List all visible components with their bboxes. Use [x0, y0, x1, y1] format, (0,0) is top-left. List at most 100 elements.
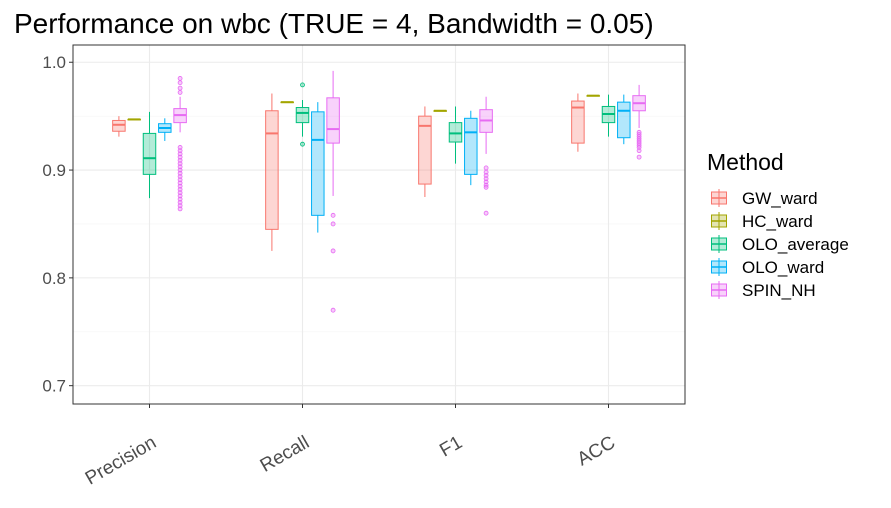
x-tick-label: F1	[436, 432, 466, 461]
legend-item-OLO_ward: OLO_ward	[709, 257, 824, 277]
x-tick-label: Precision	[82, 432, 160, 489]
outlier-point	[177, 145, 183, 150]
box-GW_ward-ACC	[571, 93, 585, 152]
outlier-point	[177, 203, 183, 209]
series-OLO_average	[142, 82, 616, 199]
outlier-point	[483, 165, 489, 171]
outlier-point	[177, 170, 183, 176]
x-tick-label: ACC	[574, 432, 619, 470]
outlier-point	[636, 148, 642, 154]
box-SPIN_NH-F1	[479, 96, 493, 216]
box-OLO_average-F1	[448, 106, 463, 164]
box-body	[571, 100, 585, 144]
outlier-point	[483, 210, 489, 216]
chart-title: Performance on wbc (TRUE = 4, Bandwidth …	[14, 8, 654, 39]
outlier-point	[483, 169, 489, 175]
outlier-point	[483, 176, 489, 182]
box-OLO_ward-F1	[464, 110, 478, 186]
x-tick-label: Recall	[257, 432, 313, 477]
box-OLO_average-ACC	[601, 94, 616, 137]
box-HC_ward-Precision	[127, 118, 141, 121]
box-OLO_ward-ACC	[617, 94, 631, 145]
y-tick-label: 1.0	[42, 53, 66, 72]
outlier-point	[330, 212, 336, 218]
outlier-point	[330, 248, 336, 254]
outlier-point	[483, 173, 489, 178]
legend-item-HC_ward: HC_ward	[709, 211, 813, 231]
outlier-point	[177, 148, 183, 154]
box-GW_ward-Recall	[265, 93, 279, 251]
legend-label: OLO_average	[742, 235, 849, 254]
legend-title: Method	[707, 149, 784, 175]
box-body	[448, 122, 463, 143]
outlier-point	[177, 183, 183, 189]
series-SPIN_NH	[173, 70, 646, 313]
outlier-point	[177, 190, 183, 196]
outlier-point	[330, 307, 336, 313]
outlier-point	[300, 141, 305, 147]
box-body	[418, 115, 432, 185]
outlier-point	[177, 157, 183, 163]
plot-panel-border	[72, 44, 686, 405]
outlier-point	[177, 187, 183, 192]
box-body	[464, 117, 478, 175]
outlier-point	[177, 177, 183, 183]
box-OLO_average-Recall	[295, 82, 310, 147]
box-OLO_average-Precision	[142, 111, 157, 199]
box-SPIN_NH-Recall	[326, 70, 340, 313]
legend-label: GW_ward	[742, 189, 818, 208]
y-tick-label: 0.7	[42, 377, 66, 396]
outlier-point	[177, 151, 183, 157]
box-HC_ward-F1	[433, 109, 447, 112]
outlier-point	[483, 184, 489, 190]
outlier-point	[483, 179, 489, 185]
box-SPIN_NH-Precision	[173, 76, 187, 212]
series-HC_ward	[127, 94, 600, 121]
legend: Method GW_ward HC_ward OLO_average OLO_ward…	[707, 149, 849, 300]
box-GW_ward-F1	[418, 106, 432, 198]
outlier-point	[177, 167, 183, 173]
outlier-point	[177, 180, 183, 186]
outlier-point	[177, 199, 183, 205]
outlier-point	[636, 154, 642, 160]
legend-label: OLO_ward	[742, 258, 824, 277]
legend-item-GW_ward: GW_ward	[709, 188, 818, 208]
box-OLO_ward-Precision	[158, 118, 172, 141]
outlier-point	[177, 174, 183, 179]
legend-label: SPIN_NH	[742, 281, 816, 300]
box-body	[326, 97, 340, 144]
box-OLO_ward-Recall	[311, 102, 325, 233]
outlier-point	[177, 196, 183, 202]
box-layer	[112, 70, 646, 313]
series-OLO_ward	[158, 94, 631, 233]
box-body	[265, 110, 279, 230]
outlier-point	[177, 193, 183, 199]
legend-item-OLO_average: OLO_average	[709, 234, 849, 254]
legend-item-SPIN_NH: SPIN_NH	[709, 280, 816, 300]
outlier-point	[330, 221, 336, 227]
y-tick-label: 0.9	[42, 161, 66, 180]
outlier-point	[177, 164, 183, 170]
outlier-point	[636, 145, 642, 150]
box-body	[295, 107, 310, 124]
box-body	[617, 101, 631, 139]
outlier-point	[300, 82, 305, 88]
box-SPIN_NH-ACC	[632, 84, 646, 160]
outlier-point	[177, 85, 183, 91]
outlier-point	[177, 90, 183, 95]
box-body	[311, 111, 325, 216]
series-GW_ward	[112, 93, 585, 251]
box-body	[142, 132, 157, 175]
outlier-point	[177, 154, 183, 160]
plot-panel	[73, 45, 685, 404]
box-body	[112, 119, 126, 132]
outlier-point	[177, 161, 183, 166]
y-tick-label: 0.8	[42, 269, 66, 288]
box-GW_ward-Precision	[112, 116, 126, 137]
box-HC_ward-ACC	[586, 94, 600, 97]
outlier-point	[177, 80, 183, 86]
legend-label: HC_ward	[742, 212, 813, 231]
outlier-point	[177, 76, 183, 81]
outlier-point	[177, 206, 183, 212]
